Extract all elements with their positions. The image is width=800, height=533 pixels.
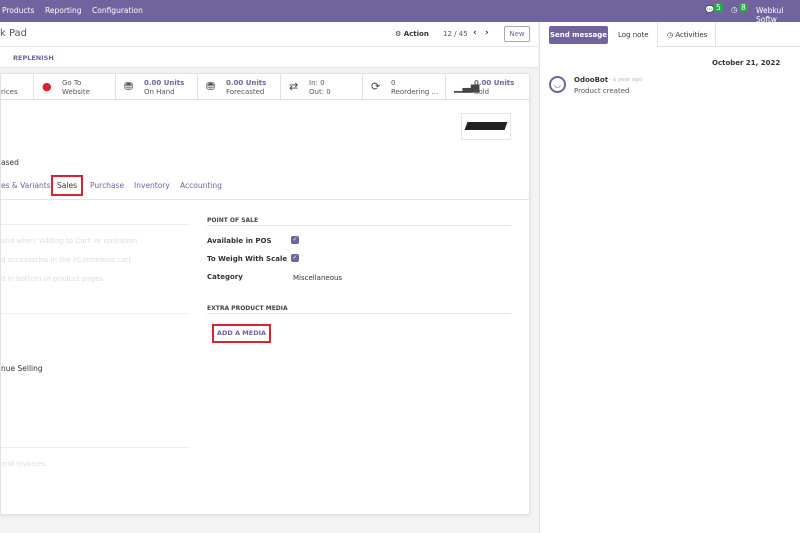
messages-badge: 5 (714, 3, 723, 12)
available-in-pos-checkbox[interactable]: ✓ (291, 236, 299, 244)
sales-option-desc: d in bottom of product pages (1, 275, 104, 283)
new-button[interactable]: New (504, 26, 530, 42)
send-message-button[interactable]: Send message (549, 26, 608, 44)
signal-icon: ▁▃▅ (454, 80, 480, 93)
sales-option-desc: and when 'Adding to Cart' or quotation (1, 237, 138, 245)
category-label: Category (207, 273, 243, 281)
form-sheet: rices ● Go To Website ⛃ 0.00 Units On Hand ⛃… (0, 73, 531, 515)
refresh-icon: ⟳ (371, 80, 381, 93)
message-date: October 21, 2022 (712, 59, 781, 67)
notebook-tabs: es & Variants Sales Purchase Inventory A… (1, 172, 531, 200)
desk-pad-image (464, 122, 508, 130)
stat-forecasted[interactable]: ⛃ 0.00 Units Forecasted (198, 74, 281, 100)
tab-inventory[interactable]: Inventory (134, 181, 170, 190)
product-image[interactable] (461, 113, 511, 140)
pager: 12 / 45 (443, 30, 468, 38)
menu-products[interactable]: Products (2, 6, 35, 15)
replenish-button[interactable]: REPLENISH (13, 54, 54, 62)
globe-icon: ● (42, 80, 52, 93)
message-body: Product created (574, 87, 630, 95)
cubes-icon: ⛃ (206, 80, 216, 93)
media-section-header: EXTRA PRODUCT MEDIA (207, 305, 288, 312)
stat-sold[interactable]: ▁▃▅ 0.00 Units Sold (446, 74, 530, 100)
top-navbar: Products Reporting Configuration 💬 5 ◷ 8… (0, 0, 800, 24)
available-in-pos-label: Available in POS (207, 237, 272, 245)
tab-accounting[interactable]: Accounting (180, 181, 222, 190)
divider (1, 447, 189, 448)
divider (207, 313, 511, 314)
pos-section-header: POINT OF SALE (207, 217, 259, 224)
sales-option-desc: d accessories in the eCommerce cart (1, 256, 132, 264)
menu-reporting[interactable]: Reporting (45, 6, 82, 15)
divider (716, 46, 800, 47)
stat-reordering[interactable]: ⟳ 0 Reordering ... (363, 74, 446, 100)
divider (1, 224, 189, 225)
invoice-desc: and invoices. (1, 460, 48, 468)
activities-icon[interactable]: ◷ (731, 5, 738, 14)
button-row: REPLENISH (0, 47, 538, 68)
exchange-icon: ⇄ (289, 80, 299, 93)
odoobot-avatar: ◡ (549, 76, 566, 93)
invoicing-policy-value: nue Selling (1, 364, 43, 373)
to-weigh-checkbox[interactable]: ✓ (291, 254, 299, 262)
divider (1, 313, 189, 314)
stat-go-to-website[interactable]: ● Go To Website (34, 74, 116, 100)
category-field[interactable]: Miscellaneous (293, 274, 343, 282)
message-author: OdooBot (574, 76, 609, 84)
messages-icon[interactable]: 💬 (705, 5, 715, 14)
activities-button[interactable]: ◷ Activities (657, 22, 716, 47)
add-media-button[interactable]: ADD A MEDIA (212, 324, 271, 343)
tab-attributes-variants[interactable]: es & Variants (1, 181, 51, 190)
chatter: Send message Log note ◷ Activities Octob… (539, 22, 800, 533)
stat-prices[interactable]: rices (1, 74, 34, 100)
message-time: - a year ago (609, 77, 643, 83)
to-weigh-label: To Weigh With Scale (207, 255, 288, 263)
clock-icon: ◷ (667, 31, 674, 39)
stat-in-out[interactable]: ⇄ In: 0 Out: 0 (281, 74, 363, 100)
log-note-button[interactable]: Log note (618, 31, 649, 39)
company-switcher[interactable]: Webkul Softw (756, 6, 784, 24)
tab-sales[interactable]: Sales (51, 175, 83, 196)
purchased-checkbox-label: ased (1, 158, 19, 167)
cubes-icon: ⛃ (124, 80, 134, 93)
pager-prev-button[interactable]: ‹ (473, 28, 477, 38)
menu-configuration[interactable]: Configuration (92, 6, 143, 15)
tab-purchase[interactable]: Purchase (90, 181, 125, 190)
pager-next-button[interactable]: › (485, 28, 489, 38)
divider (207, 225, 511, 226)
page-title: k Pad (0, 28, 28, 39)
gear-icon: ⚙ (395, 30, 402, 38)
activities-badge: 8 (739, 3, 748, 12)
control-panel: k Pad ⚙ Action 12 / 45 ‹ › New (0, 22, 538, 47)
stat-on-hand[interactable]: ⛃ 0.00 Units On Hand (116, 74, 198, 100)
action-button[interactable]: ⚙ Action (395, 30, 429, 38)
